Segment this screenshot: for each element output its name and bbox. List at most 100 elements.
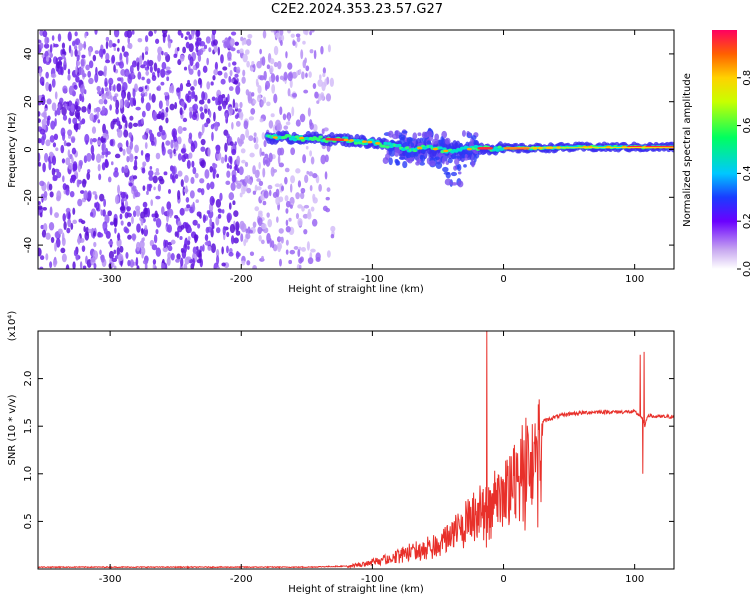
noise-speckle <box>259 48 262 55</box>
noise-speckle <box>262 200 267 206</box>
noise-speckle <box>51 102 57 112</box>
noise-speckle <box>48 83 52 92</box>
noise-speckle <box>148 170 154 177</box>
noise-speckle <box>45 232 51 240</box>
noise-speckle <box>244 161 249 167</box>
noise-speckle <box>113 46 117 52</box>
noise-speckle <box>209 181 215 190</box>
noise-speckle <box>125 194 129 199</box>
noise-speckle <box>263 140 267 148</box>
noise-speckle <box>87 190 92 200</box>
noise-speckle <box>316 100 320 104</box>
noise-speckle <box>137 120 141 127</box>
noise-speckle <box>217 70 223 76</box>
ridge-scatter <box>444 178 452 186</box>
noise-speckle <box>202 65 208 74</box>
noise-speckle <box>89 211 94 217</box>
noise-speckle <box>94 30 98 35</box>
noise-speckle <box>235 230 241 236</box>
noise-speckle <box>74 48 78 57</box>
noise-speckle <box>208 110 212 118</box>
noise-speckle <box>102 132 107 139</box>
ridge-scatter <box>385 153 391 161</box>
noise-speckle <box>224 142 228 153</box>
noise-speckle <box>166 76 170 82</box>
noise-speckle <box>142 161 147 167</box>
noise-speckle <box>141 118 144 125</box>
noise-speckle <box>145 128 151 134</box>
noise-speckle <box>243 239 247 247</box>
noise-speckle <box>144 262 148 269</box>
noise-speckle <box>245 89 250 96</box>
noise-speckle <box>185 41 190 49</box>
noise-speckle <box>121 115 127 123</box>
noise-speckle <box>61 232 65 242</box>
noise-speckle <box>141 110 146 118</box>
noise-speckle <box>151 93 156 103</box>
noise-speckle <box>267 218 273 228</box>
noise-speckle <box>97 140 102 146</box>
noise-speckle <box>192 103 199 111</box>
ridge-scatter <box>471 135 477 141</box>
noise-speckle <box>309 122 314 130</box>
noise-speckle <box>161 146 166 156</box>
noise-speckle <box>177 46 180 52</box>
ridge-core <box>381 144 386 148</box>
noise-speckle <box>155 38 160 44</box>
noise-speckle <box>295 192 300 200</box>
noise-speckle <box>261 223 267 230</box>
noise-speckle <box>299 113 306 123</box>
noise-speckle <box>228 106 233 116</box>
noise-speckle <box>82 73 87 78</box>
noise-speckle <box>245 228 249 234</box>
noise-speckle <box>215 97 219 106</box>
noise-speckle <box>117 129 123 138</box>
noise-speckle <box>51 35 55 41</box>
noise-speckle <box>126 91 131 101</box>
noise-speckle <box>39 266 44 269</box>
noise-speckle <box>53 133 59 141</box>
ridge-core <box>495 148 500 152</box>
noise-speckle <box>84 133 90 144</box>
noise-speckle <box>249 251 255 256</box>
ridge-scatter <box>412 132 418 140</box>
noise-speckle <box>49 261 53 269</box>
noise-speckle <box>168 208 174 217</box>
noise-speckle <box>66 227 71 234</box>
noise-speckle <box>141 76 145 81</box>
noise-speckle <box>149 132 155 143</box>
noise-speckle <box>227 93 230 103</box>
noise-speckle <box>201 91 206 101</box>
noise-speckle <box>210 243 216 254</box>
noise-speckle <box>192 246 197 255</box>
noise-speckle <box>196 259 202 264</box>
noise-speckle <box>179 236 183 240</box>
noise-speckle <box>312 82 317 90</box>
colorbar-gradient <box>712 30 737 269</box>
noise-speckle <box>228 86 234 92</box>
noise-speckle <box>56 61 60 69</box>
noise-speckle <box>90 144 95 155</box>
ridge-scatter <box>450 182 458 186</box>
noise-speckle <box>322 72 326 78</box>
noise-speckle <box>275 196 281 206</box>
noise-speckle <box>229 69 233 77</box>
noise-speckle <box>266 239 270 244</box>
noise-speckle <box>326 250 331 258</box>
ridge-scatter <box>419 137 423 143</box>
noise-speckle <box>185 196 190 203</box>
noise-speckle <box>75 75 80 83</box>
noise-speckle <box>145 152 151 158</box>
noise-speckle <box>68 117 72 125</box>
noise-speckle <box>239 140 244 145</box>
noise-speckle <box>210 81 214 86</box>
noise-speckle <box>39 67 42 78</box>
noise-speckle <box>79 190 85 195</box>
noise-speckle <box>128 182 133 187</box>
ridge-scatter <box>467 133 472 137</box>
noise-speckle <box>40 136 45 146</box>
noise-speckle <box>117 38 120 44</box>
noise-speckle <box>190 86 195 91</box>
ridge-hotspot <box>272 136 278 139</box>
noise-speckle <box>329 77 334 88</box>
